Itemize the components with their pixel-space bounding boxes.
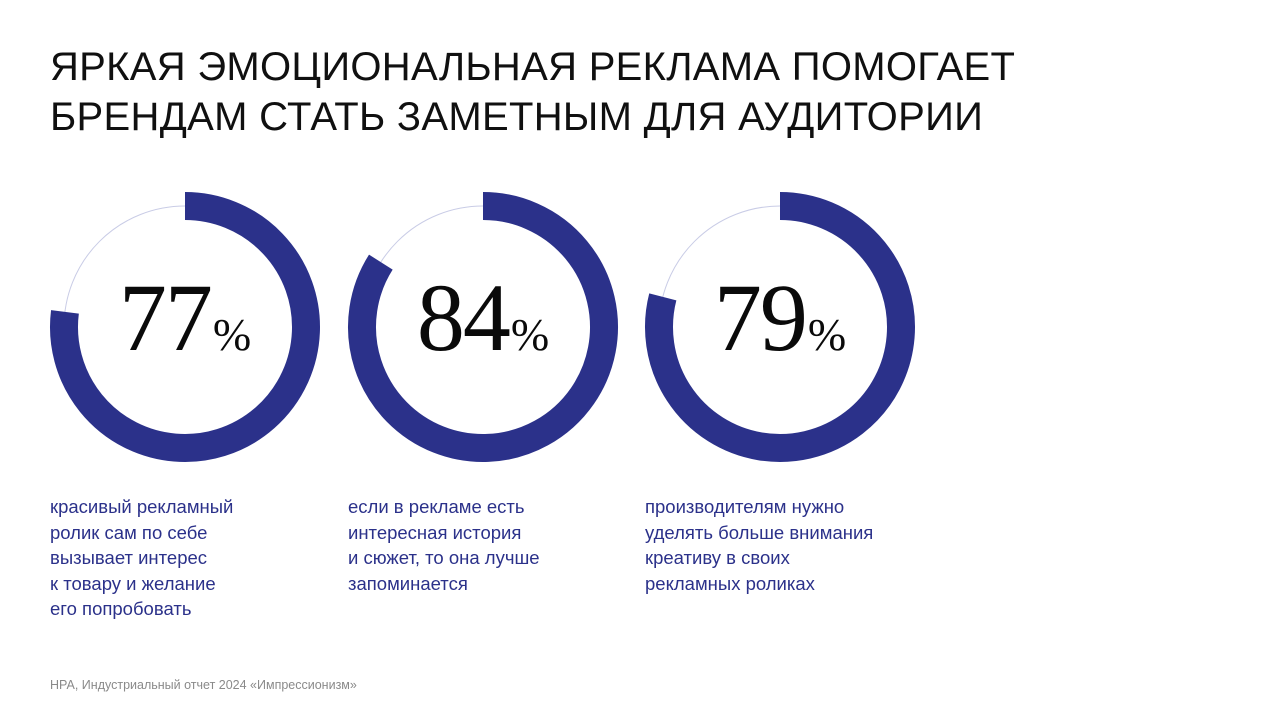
donut-chart-3-svg: [645, 192, 915, 462]
donut-value-unit-1: %: [212, 309, 252, 360]
slide-title-line-2: БРЕНДАМ СТАТЬ ЗАМЕТНЫМ ДЛЯ АУДИТОРИИ: [50, 95, 984, 139]
donut-caption-1: красивый рекламный ролик сам по себе выз…: [50, 496, 234, 619]
donut-value-number-1: 77: [118, 264, 213, 371]
donut-arc-2: [348, 192, 618, 462]
donut-chart-1-svg: [50, 192, 320, 462]
donut-chart-3: 79%: [645, 192, 915, 462]
donut-value-number-3: 79: [713, 264, 808, 371]
donut-value-unit-2: %: [510, 309, 550, 360]
donut-chart-1: 77%: [50, 192, 320, 462]
donut-arc-3: [645, 192, 915, 462]
donut-value-unit-3: %: [807, 309, 847, 360]
donut-caption-2: если в рекламе есть интересная история и…: [348, 496, 540, 594]
donut-chart-2-svg: [348, 192, 618, 462]
donut-caption-3: производителям нужно уделять больше вним…: [645, 496, 874, 594]
donut-arc-1: [50, 192, 320, 462]
slide-title: ЯРКАЯ ЭМОЦИОНАЛЬНАЯ РЕКЛАМА ПОМОГАЕТ БРЕ…: [50, 42, 1230, 142]
slide-title-line-1: ЯРКАЯ ЭМОЦИОНАЛЬНАЯ РЕКЛАМА ПОМОГАЕТ: [50, 45, 1016, 89]
source-note: НРА, Индустриальный отчет 2024 «Импресси…: [50, 678, 357, 692]
donut-value-3: 79%: [645, 270, 915, 366]
donut-chart-2: 84%: [348, 192, 618, 462]
donut-value-number-2: 84: [416, 264, 511, 371]
donut-value-1: 77%: [50, 270, 320, 366]
donut-value-2: 84%: [348, 270, 618, 366]
